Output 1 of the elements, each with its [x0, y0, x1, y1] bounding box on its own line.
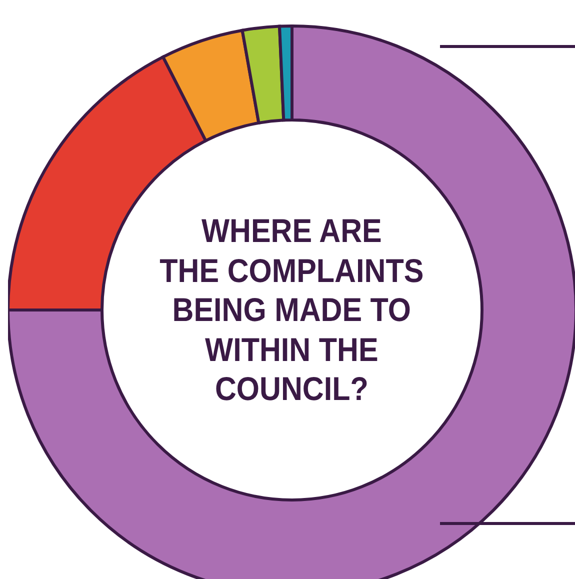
text: WHERE ARE THE COMPLAINTS BEING MADE TO WITHIN THE COUNCIL?	[160, 211, 424, 409]
